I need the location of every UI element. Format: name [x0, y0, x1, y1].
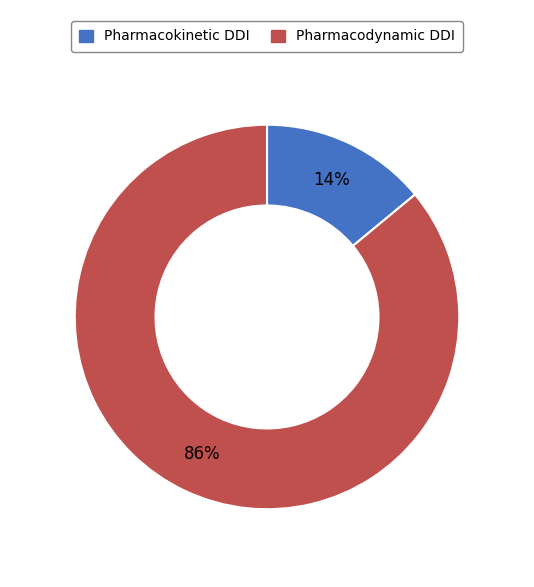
Wedge shape: [267, 125, 415, 246]
Wedge shape: [75, 125, 459, 509]
Text: 14%: 14%: [313, 171, 350, 188]
Text: 86%: 86%: [184, 446, 221, 463]
Legend: Pharmacokinetic DDI, Pharmacodynamic DDI: Pharmacokinetic DDI, Pharmacodynamic DDI: [71, 21, 463, 52]
